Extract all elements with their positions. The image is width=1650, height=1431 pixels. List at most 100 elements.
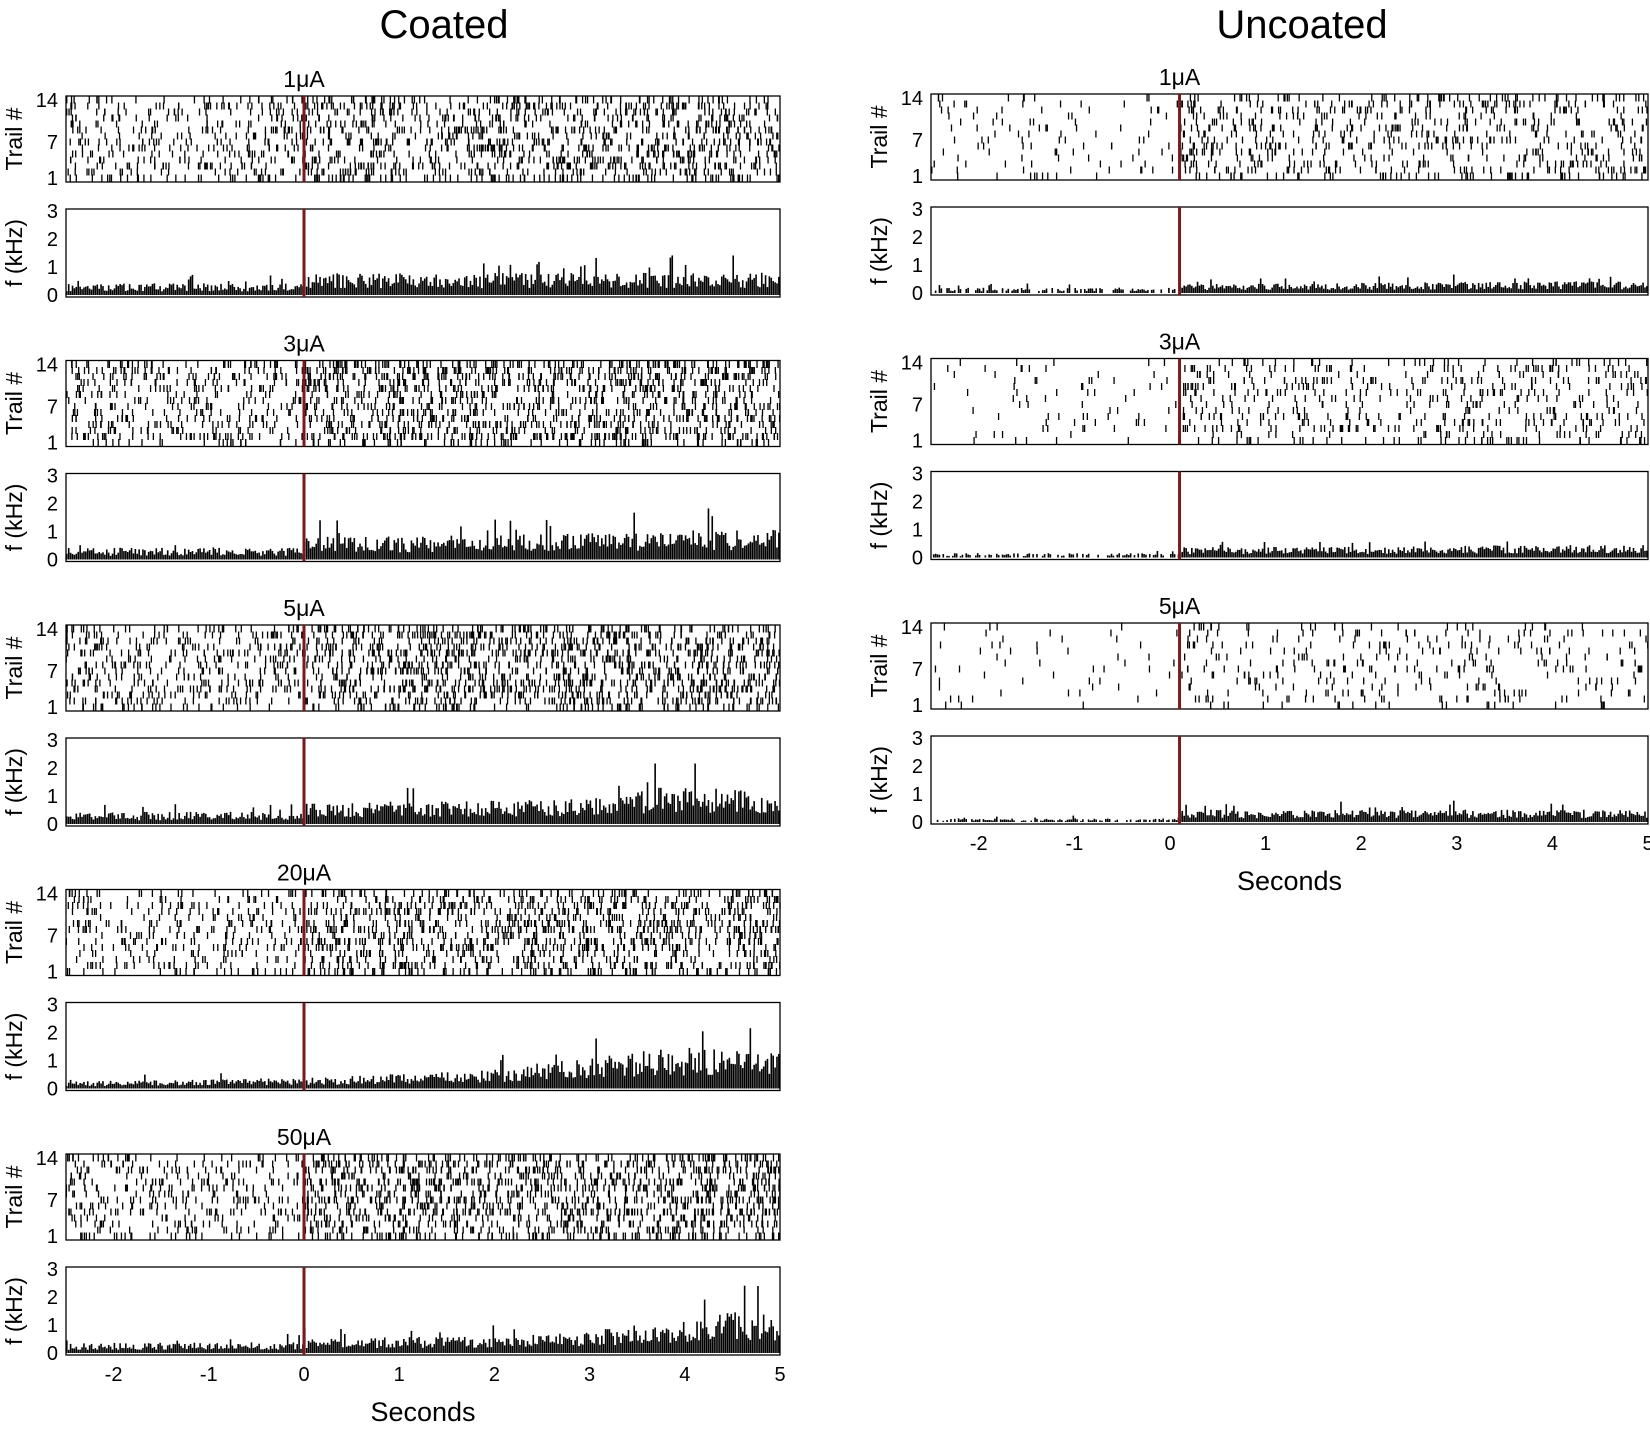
rate-bar [336, 520, 338, 559]
rate-bar [451, 286, 453, 295]
rate-bar [742, 280, 744, 295]
rate-bar [751, 280, 753, 295]
rate-bar [169, 556, 171, 560]
rate-bar [759, 545, 761, 560]
rate-bar [435, 546, 437, 559]
rate-bar [426, 277, 428, 295]
rate-bar [597, 277, 599, 295]
rate-bar [173, 284, 175, 295]
condition-title: 5μA [283, 595, 325, 621]
spike-raster [66, 97, 780, 182]
rate-bar [772, 530, 774, 560]
rate-bar [203, 548, 205, 559]
rate-bar [430, 282, 432, 295]
rate-bar [710, 286, 712, 295]
rate-bar [502, 547, 504, 559]
rate-bar [152, 551, 154, 559]
rate-bar [230, 285, 232, 295]
rate-bar [157, 289, 159, 295]
rate-bar [628, 288, 630, 295]
rate-bar [155, 548, 157, 559]
rate-bar [555, 275, 557, 295]
rate-bar [336, 273, 338, 295]
rate-bar [72, 554, 74, 560]
rate-bar [432, 286, 434, 295]
rate-bar [184, 286, 186, 295]
rate-bar [679, 284, 681, 295]
rate-bar [513, 280, 515, 295]
rate-bar [677, 535, 679, 559]
rate-bar [121, 285, 123, 295]
rate-bar [142, 549, 144, 559]
rate-bar [426, 545, 428, 560]
rate-bar [430, 540, 432, 559]
rate-bar [713, 286, 715, 295]
rate-bar [523, 535, 525, 560]
rate-bar [409, 552, 411, 559]
rate-bar [548, 274, 550, 295]
rate-bar [138, 285, 140, 295]
rate-bar [83, 551, 85, 559]
rate-bar [612, 536, 614, 560]
rate-bar [479, 277, 481, 295]
rate-bar [348, 538, 350, 559]
rate-bar [494, 273, 496, 295]
rate-bar [487, 530, 489, 559]
rate-bar [117, 553, 119, 560]
rate-bar [104, 291, 106, 295]
rate-bar [462, 286, 464, 295]
rate-bar [630, 547, 632, 559]
rate-bar [262, 551, 264, 559]
rate-bar [140, 285, 142, 295]
rate-bar [407, 552, 409, 560]
rate-bar [748, 278, 750, 295]
rate-bar [359, 274, 361, 295]
rate-bar [546, 286, 548, 295]
rate-bar [609, 281, 611, 295]
rate-bar [125, 291, 127, 295]
rate-bar [125, 551, 127, 560]
rate-bar [279, 284, 281, 295]
rate-bar [205, 287, 207, 295]
rate-bar [662, 535, 664, 560]
rate-bar [397, 538, 399, 559]
rate-bar [146, 284, 148, 295]
rate-bar [595, 542, 597, 559]
rate-bar [525, 548, 527, 559]
rate-bar [500, 285, 502, 295]
rate-bar [561, 541, 563, 560]
rate-bar [102, 552, 104, 559]
rate-bar [327, 537, 329, 560]
rate-bar [325, 548, 327, 559]
rate-bar [422, 537, 424, 560]
rate-bar [489, 282, 491, 295]
rate-bar [251, 551, 253, 559]
rate-bar [296, 549, 298, 560]
rate-bar [277, 552, 279, 560]
rate-bar [603, 281, 605, 295]
rate-bar [727, 543, 729, 559]
rate-bar [666, 546, 668, 559]
rate-bar [285, 284, 287, 295]
rate-bar [651, 276, 653, 295]
rate-bar [470, 546, 472, 559]
rate-bar [576, 280, 578, 295]
rate-bar [643, 273, 645, 295]
raster-y-tick-label: 7 [47, 132, 58, 154]
rate-bar [298, 287, 300, 295]
rate-bar [176, 285, 178, 295]
rate-bar [323, 545, 325, 559]
rate-bar [565, 284, 567, 295]
rate-bar [755, 275, 757, 295]
rate-bar [287, 548, 289, 559]
rate-bar [371, 285, 373, 295]
raster-y-axis-label: Trail # [1, 107, 27, 170]
rate-bar [350, 282, 352, 295]
rate-bar [390, 286, 392, 295]
rate-bar [182, 555, 184, 559]
rate-bar [599, 546, 601, 559]
rate-bar [393, 283, 395, 295]
rate-bar [239, 554, 241, 559]
rate-bar [706, 547, 708, 559]
rate-bar [544, 282, 546, 295]
